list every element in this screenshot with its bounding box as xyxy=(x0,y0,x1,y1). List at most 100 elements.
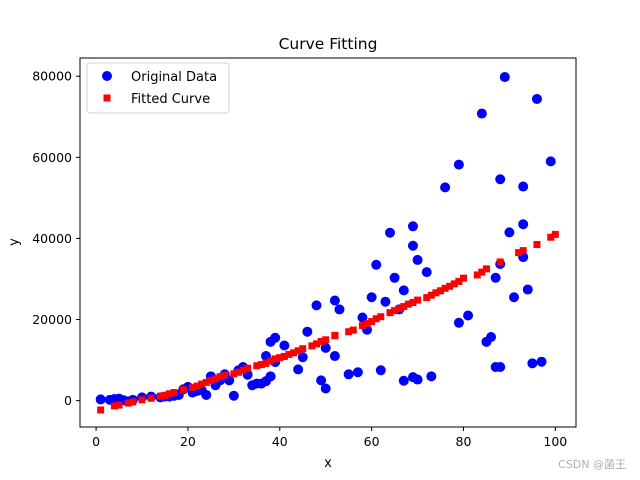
original-data-point xyxy=(421,267,432,278)
original-data-point xyxy=(518,181,529,192)
fitted-curve-point xyxy=(211,375,219,383)
fitted-curve-point xyxy=(409,299,417,307)
original-data-point xyxy=(412,254,423,265)
fitted-curve-point xyxy=(450,280,458,288)
y-tick-label: 60000 xyxy=(32,150,72,165)
watermark: CSDN @菌王 xyxy=(558,458,626,471)
fitted-curve-point xyxy=(441,284,449,292)
fitted-curve-point xyxy=(349,326,357,334)
fitted-curve-point xyxy=(427,291,435,299)
fitted-curve-point xyxy=(473,271,481,279)
fitted-curve-points xyxy=(97,230,559,414)
fitted-curve-point xyxy=(253,362,261,370)
y-axis-label: y xyxy=(7,238,22,246)
fitted-curve-point xyxy=(124,399,132,407)
fitted-curve-point xyxy=(290,349,298,357)
original-data-point xyxy=(412,374,423,385)
original-data-point xyxy=(297,352,308,363)
fitted-curve-point xyxy=(257,361,265,369)
original-data-point xyxy=(311,300,322,311)
original-data-point xyxy=(385,227,395,238)
fitted-curve-point xyxy=(432,289,440,297)
fitted-curve-point xyxy=(230,370,238,378)
original-data-point xyxy=(398,375,409,386)
y-tick-label: 20000 xyxy=(32,312,72,327)
fitted-curve-point xyxy=(551,230,559,238)
fitted-curve-point xyxy=(317,337,325,345)
fitted-curve-point xyxy=(299,345,307,353)
legend-box xyxy=(86,62,230,114)
fitted-curve-point xyxy=(345,328,353,336)
original-data-point xyxy=(265,371,276,382)
fitted-curve-point xyxy=(294,347,302,355)
original-data-point xyxy=(398,285,409,296)
fitted-curve-point xyxy=(459,274,467,282)
original-data-point xyxy=(453,317,464,328)
fitted-curve-point xyxy=(97,406,105,414)
fitted-curve-point xyxy=(308,342,316,350)
original-data-point xyxy=(536,356,547,367)
fitted-curve-point xyxy=(478,268,486,276)
fitted-curve-point xyxy=(446,282,454,290)
fitted-curve-point xyxy=(331,331,339,339)
original-data-point xyxy=(545,156,556,167)
original-data-point xyxy=(476,108,487,119)
x-tick-label: 100 xyxy=(543,434,567,449)
original-data-point xyxy=(426,371,437,382)
legend: Original Data Fitted Curve xyxy=(86,62,230,114)
x-axis-ticks: 0 20 40 60 80 100 xyxy=(92,427,567,449)
original-data-point xyxy=(504,227,515,238)
x-tick-label: 80 xyxy=(456,434,472,449)
x-tick-label: 20 xyxy=(180,434,196,449)
y-tick-label: 80000 xyxy=(32,69,72,84)
fitted-curve-point xyxy=(244,364,252,372)
fitted-curve-point xyxy=(482,265,490,273)
x-tick-label: 0 xyxy=(92,434,100,449)
fitted-curve-point xyxy=(216,373,224,381)
original-data-point xyxy=(490,272,501,283)
legend-original-label: Original Data xyxy=(131,70,217,85)
fitted-curve-point xyxy=(519,247,527,255)
fitted-curve-point xyxy=(547,233,555,241)
original-data-point xyxy=(518,219,529,230)
original-data-point xyxy=(316,375,327,386)
original-data-point xyxy=(499,72,510,83)
fitted-curve-point xyxy=(110,402,118,410)
original-data-point xyxy=(463,310,474,321)
x-axis-label: x xyxy=(324,456,332,471)
original-data-point xyxy=(302,326,313,337)
fitted-curve-point xyxy=(166,390,174,398)
fitted-curve-point xyxy=(280,352,288,360)
fitted-curve-point xyxy=(239,366,247,374)
fitted-curve-point xyxy=(179,386,187,394)
fitted-curve-point xyxy=(267,357,275,365)
fitted-curve-point xyxy=(322,336,330,344)
fitted-curve-point xyxy=(147,394,155,402)
original-data-point xyxy=(495,361,506,372)
fitted-curve-point xyxy=(414,296,422,304)
original-data-point xyxy=(334,304,345,315)
plot-frame xyxy=(79,57,577,428)
fitted-curve-point xyxy=(285,350,293,358)
fitted-curve-point xyxy=(368,318,376,326)
original-data-point xyxy=(522,284,533,295)
original-data-point xyxy=(329,295,340,306)
legend-original-marker xyxy=(102,71,112,81)
y-tick-label: 40000 xyxy=(32,231,72,246)
original-data-point xyxy=(343,369,354,380)
fitted-curve-point xyxy=(515,249,523,257)
original-data-point xyxy=(407,240,418,251)
original-data-point xyxy=(453,159,464,170)
original-data-point xyxy=(279,340,290,351)
fitted-curve-point xyxy=(161,391,169,399)
fitted-curve-point xyxy=(363,320,371,328)
original-data-point xyxy=(293,364,304,375)
fitted-curve-point xyxy=(202,378,210,386)
original-data-point xyxy=(407,221,418,232)
original-data-point xyxy=(486,331,497,342)
original-data-point xyxy=(270,332,281,343)
original-data-point xyxy=(228,390,239,401)
original-data-point xyxy=(375,365,386,376)
fitted-curve-point xyxy=(391,307,399,315)
